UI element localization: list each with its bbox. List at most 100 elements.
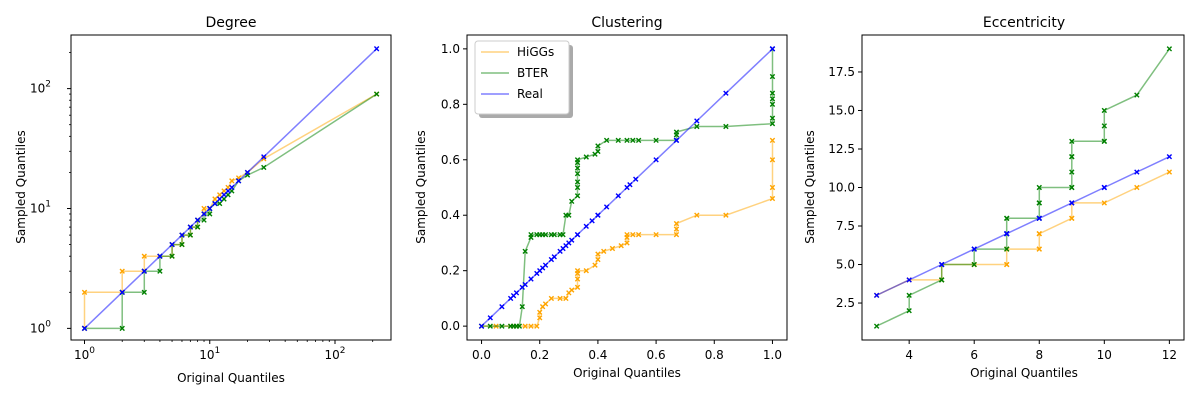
bter-point [487, 323, 493, 329]
real-point [673, 137, 680, 144]
chart-title: Eccentricity [983, 15, 1065, 31]
x-tick-label: 1.0 [763, 348, 782, 362]
real-point [119, 289, 125, 295]
real-point [583, 223, 589, 230]
real-point [244, 169, 251, 176]
higgs-point [595, 256, 601, 263]
bter-point [769, 121, 776, 127]
real-point [694, 118, 700, 124]
higgs-point [528, 323, 534, 329]
real-point [615, 193, 621, 199]
bter-point [157, 268, 163, 274]
bter-point [574, 170, 581, 177]
axes-frame [70, 34, 392, 341]
bter-point [261, 164, 267, 171]
real-point [201, 211, 207, 217]
real-point [595, 212, 601, 218]
higgs-point [694, 212, 700, 218]
real-point [633, 176, 639, 182]
bter-point [1069, 169, 1075, 175]
higgs-point [522, 323, 528, 329]
higgs-point [229, 178, 235, 184]
y-axis-label: Sampled Quantiles [414, 130, 428, 243]
real-point [194, 217, 201, 223]
higgs-point [723, 212, 729, 218]
y-tick-label: 17.5 [828, 65, 855, 79]
bter-point [574, 184, 581, 191]
bter-point [542, 231, 549, 238]
bter-point [769, 73, 776, 80]
x-tick-label: 12 [1162, 348, 1177, 362]
real-point [261, 154, 267, 160]
bter-point [873, 323, 880, 329]
bter-point [583, 154, 589, 160]
x-tick-label: 8 [1035, 348, 1043, 362]
real-point [603, 204, 610, 210]
real-point [179, 232, 185, 238]
bter-point [615, 137, 621, 144]
real-point [1004, 231, 1010, 237]
higgs-point [119, 268, 125, 274]
y-tick-label: 0.6 [441, 153, 460, 167]
bter-point [551, 231, 557, 238]
higgs-point [548, 295, 555, 302]
eccentricity-marks [873, 46, 1173, 329]
panel-eccentricity: Eccentricity 4 6 8 10 12 2.5 5.0 7.5 10.0 12.5 15.… [803, 15, 1185, 380]
higgs-point [630, 231, 636, 238]
bter-point [769, 90, 776, 96]
higgs-point [574, 284, 581, 291]
higgs-point [1166, 169, 1173, 175]
bter-point [938, 277, 945, 283]
real-point [589, 218, 595, 224]
axes-frame [466, 34, 788, 341]
higgs-point [609, 245, 616, 252]
bter-point [694, 123, 700, 130]
higgs-point [769, 157, 776, 163]
real-point [971, 246, 977, 252]
real-point [938, 261, 945, 268]
bter-point [1069, 153, 1075, 160]
higgs-point [201, 205, 207, 212]
x-axis-label: Original Quantiles [177, 371, 285, 385]
panel-clustering: Clustering 0.0 0.2 0.4 0.6 0.8 1.00.00.20.40.… [414, 15, 788, 380]
higgs-point [653, 231, 659, 238]
higgs-point [635, 231, 642, 238]
bter-point [574, 165, 581, 171]
bter-point [169, 253, 175, 259]
higgs-point [1101, 200, 1108, 206]
higgs-point [542, 301, 549, 307]
x-tick-label: 0.4 [588, 348, 607, 362]
bter-point [119, 325, 125, 332]
real-point [229, 184, 235, 191]
real-point [1036, 215, 1042, 222]
real-point [207, 205, 213, 212]
higgs-point [1134, 184, 1140, 191]
x-tick-label: 0.2 [530, 348, 549, 362]
legend-label-higgs: HiGGs [517, 45, 554, 59]
real-point [513, 290, 520, 296]
bter-point [499, 323, 505, 329]
legend-label-real: Real [517, 87, 543, 101]
y-tick-label: 10.0 [828, 181, 855, 195]
bter-point [673, 129, 680, 135]
higgs-point [1036, 231, 1042, 237]
higgs-point [216, 192, 223, 198]
higgs-point [1069, 215, 1075, 222]
real-point [235, 178, 242, 184]
bter-point [574, 193, 581, 199]
y-tick-label: 5.0 [836, 258, 855, 272]
bter-point [1101, 107, 1108, 114]
real-point [157, 253, 163, 259]
real-point [569, 237, 575, 243]
x-tick-label: 10 [1097, 348, 1112, 362]
bter-point [194, 224, 201, 230]
degree-marks [81, 46, 380, 332]
bter-point [1101, 123, 1108, 129]
bter-point [574, 179, 581, 185]
bter-point [595, 148, 601, 155]
y-tick-label: 7.5 [836, 219, 855, 233]
higgs-point [574, 267, 581, 274]
higgs-point [1004, 261, 1010, 268]
